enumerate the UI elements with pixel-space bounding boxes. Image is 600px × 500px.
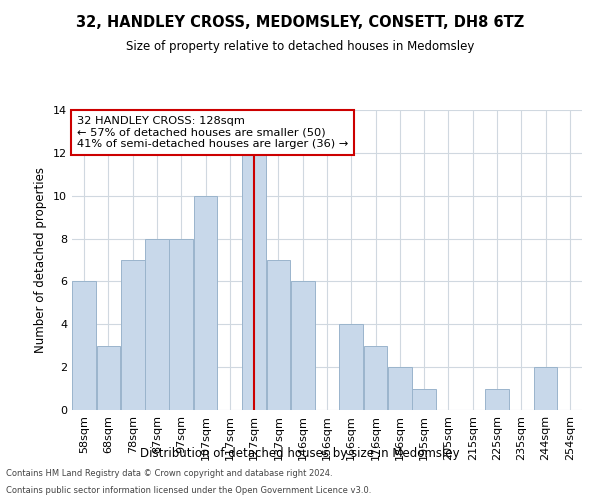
Text: Contains public sector information licensed under the Open Government Licence v3: Contains public sector information licen…: [6, 486, 371, 495]
Bar: [194, 196, 217, 410]
Text: Size of property relative to detached houses in Medomsley: Size of property relative to detached ho…: [126, 40, 474, 53]
Bar: [533, 367, 557, 410]
Bar: [412, 388, 436, 410]
Bar: [485, 388, 509, 410]
Text: Contains HM Land Registry data © Crown copyright and database right 2024.: Contains HM Land Registry data © Crown c…: [6, 468, 332, 477]
Bar: [266, 260, 290, 410]
Bar: [364, 346, 388, 410]
Bar: [97, 346, 121, 410]
Bar: [169, 238, 193, 410]
Bar: [340, 324, 363, 410]
Bar: [291, 282, 314, 410]
Text: 32, HANDLEY CROSS, MEDOMSLEY, CONSETT, DH8 6TZ: 32, HANDLEY CROSS, MEDOMSLEY, CONSETT, D…: [76, 15, 524, 30]
Text: Distribution of detached houses by size in Medomsley: Distribution of detached houses by size …: [140, 448, 460, 460]
Bar: [242, 153, 266, 410]
Bar: [388, 367, 412, 410]
Bar: [145, 238, 169, 410]
Bar: [72, 282, 96, 410]
Y-axis label: Number of detached properties: Number of detached properties: [34, 167, 47, 353]
Bar: [121, 260, 145, 410]
Text: 32 HANDLEY CROSS: 128sqm
← 57% of detached houses are smaller (50)
41% of semi-d: 32 HANDLEY CROSS: 128sqm ← 57% of detach…: [77, 116, 349, 149]
